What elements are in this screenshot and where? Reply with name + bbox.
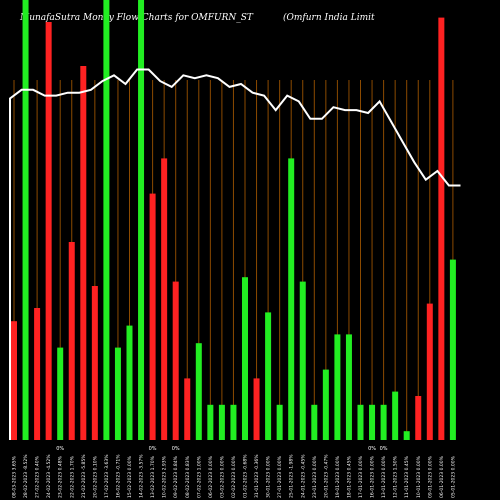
money-flow-bar [345, 334, 352, 440]
money-flow-bar [322, 369, 329, 440]
x-tick-label: 02-02-2023 0.00% [231, 455, 237, 498]
x-tick-label: 06-01-2023 0.00% [439, 455, 445, 498]
x-tick-label: 28-02-2023 -8.52% [23, 454, 29, 498]
money-flow-bar [218, 404, 225, 440]
chart-subtitle: (Omfurn India Limit [283, 13, 375, 23]
money-flow-bar [334, 334, 341, 440]
marker-label: 0% [368, 446, 376, 452]
x-tick-label: 01-02-2023 -0.68% [243, 454, 249, 498]
price-line [9, 68, 461, 440]
money-flow-bar [426, 303, 433, 440]
money-flow-bar [149, 193, 156, 440]
x-tick-label: 24-02-2023 -4.52% [46, 454, 52, 498]
money-flow-bar [438, 17, 445, 440]
x-tick-label: 09-01-2023 0.00% [427, 455, 433, 498]
money-flow-bar [103, 0, 110, 440]
x-tick-label: 08-03-2023 3.65% [12, 455, 18, 498]
x-tick-label: 07-02-2023 1.00% [196, 455, 202, 498]
money-flow-bar [288, 158, 295, 440]
x-tick-label: 23-02-2023 0.48% [58, 455, 64, 498]
money-flow-bar [184, 378, 191, 440]
money-flow-bar [91, 286, 98, 440]
money-flow-bar [380, 404, 387, 440]
x-tick-label: 10-02-2023 2.93% [162, 455, 168, 498]
money-flow-bar [126, 325, 133, 440]
money-flow-bar [369, 404, 376, 440]
money-flow-bar [114, 347, 121, 440]
money-flow-bar [172, 281, 179, 440]
x-tick-label: 18-01-2023 0.45% [346, 455, 352, 498]
money-flow-bar [207, 404, 214, 440]
money-flow-bar [57, 347, 64, 440]
money-flow-bar [230, 404, 237, 440]
x-tick-label: 08-02-2023 0.83% [185, 455, 191, 498]
x-tick-label: 19-01-2023 0.00% [335, 455, 341, 498]
x-tick-label: 16-02-2023 -0.71% [115, 454, 121, 498]
money-flow-bar [242, 277, 248, 440]
chart-title: MunafaSutra Money Flow Charts for OMFURN… [20, 13, 253, 23]
x-tick-label: 23-01-2023 0.00% [312, 455, 318, 498]
money-flow-bar [161, 158, 168, 440]
x-tick-label: 21-02-2023 -5.85% [81, 454, 87, 498]
money-flow-bar [392, 391, 399, 440]
x-tick-label: 13-02-2023 1.70% [150, 455, 156, 498]
marker-label: 0% [149, 446, 157, 452]
x-tick-label: 20-02-2023 0.10% [92, 455, 98, 498]
x-tick-label: 25-01-2023 -1.98% [289, 454, 295, 498]
money-flow-bar [449, 259, 456, 440]
x-tick-label: 20-01-2023 -0.47% [323, 454, 329, 498]
x-tick-label: 17-01-2023 0.00% [358, 455, 364, 498]
x-tick-label: 30-01-2023 0.00% [266, 455, 272, 498]
x-tick-label: 05-01-2023 0.00% [450, 455, 456, 498]
x-tick-label: 27-01-2023 0.00% [277, 455, 283, 498]
money-flow-bar [11, 321, 17, 440]
x-tick-label: 14-02-2023 -3.57% [139, 454, 145, 498]
money-flow-bar [265, 312, 272, 440]
x-tick-label: 03-02-2023 0.00% [219, 455, 225, 498]
marker-label: 0% [380, 446, 388, 452]
x-tick-label: 27-02-2023 0.40% [35, 455, 41, 498]
x-tick-label: 22-02-2023 1.70% [69, 455, 75, 498]
x-tick-label: 31-01-2023 -0.36% [254, 454, 260, 498]
money-flow-bar [34, 308, 41, 440]
money-flow-bar [138, 0, 145, 440]
x-tick-label: 11-01-2023 0.45% [404, 455, 410, 498]
x-tick-label: 15-02-2023 0.00% [127, 455, 133, 498]
x-tick-label: 10-01-2023 0.00% [416, 455, 422, 498]
money-flow-bar [253, 378, 260, 440]
x-tick-label: 12-01-2023 1.50% [393, 455, 399, 498]
marker-label: 0% [172, 446, 180, 452]
money-flow-bar [276, 404, 283, 440]
money-flow-bar [22, 0, 29, 440]
x-tick-label: 16-01-2023 0.00% [370, 455, 376, 498]
money-flow-bar [415, 396, 422, 440]
x-tick-label: 13-01-2023 0.00% [381, 455, 387, 498]
money-flow-bar [299, 281, 306, 440]
marker-label: 0% [56, 446, 64, 452]
money-flow-bar [45, 22, 52, 440]
money-flow-bar [195, 343, 202, 440]
money-flow-bar [403, 431, 410, 440]
money-flow-bar [80, 66, 87, 440]
x-tick-label: 24-01-2023 -0.45% [300, 454, 306, 498]
money-flow-bar [68, 242, 75, 440]
x-tick-label: 17-02-2023 -3.63% [104, 454, 110, 498]
money-flow-bar [311, 404, 318, 440]
x-tick-label: 06-02-2023 0.00% [208, 455, 214, 498]
x-tick-label: 09-02-2023 0.84% [173, 455, 179, 498]
money-flow-bar [357, 404, 364, 440]
